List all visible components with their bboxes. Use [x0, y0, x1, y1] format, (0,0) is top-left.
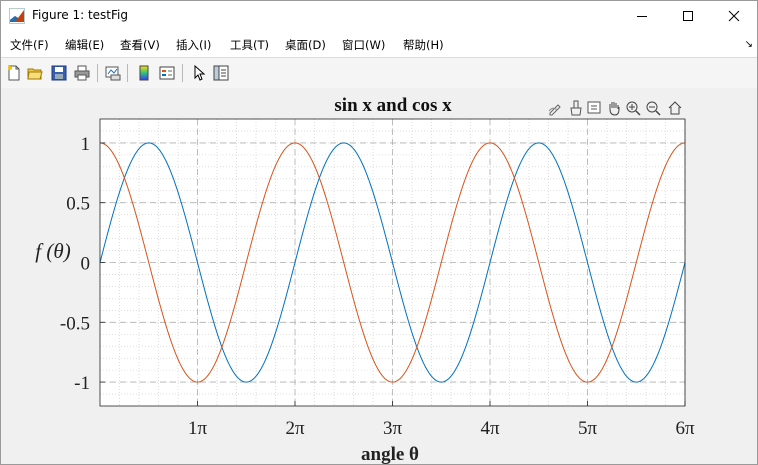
- link-plot-icon[interactable]: [103, 63, 123, 83]
- save-icon[interactable]: [49, 63, 69, 83]
- x-tick-label: 5π: [578, 418, 598, 439]
- sin-series-line: [99, 142, 686, 383]
- y-tick-label: -1: [74, 373, 90, 394]
- close-button[interactable]: [711, 1, 757, 31]
- menu-file[interactable]: 文件(F): [10, 38, 49, 52]
- maximize-icon: [683, 11, 693, 21]
- menu-bar: 文件(F) 编辑(E) 查看(V) 插入(I) 工具(T) 桌面(D) 窗口(W…: [1, 31, 757, 57]
- legend-icon[interactable]: [157, 63, 177, 83]
- new-figure-icon[interactable]: [4, 63, 24, 83]
- matlab-icon: [9, 8, 25, 24]
- figure-toolbar: [1, 57, 757, 89]
- close-icon: [728, 10, 740, 22]
- menu-desktop[interactable]: 桌面(D): [285, 38, 326, 52]
- menu-overflow-icon[interactable]: ↘: [744, 39, 753, 50]
- menu-edit[interactable]: 编辑(E): [65, 38, 105, 52]
- colorbar-icon[interactable]: [134, 63, 154, 83]
- brush-icon[interactable]: [567, 99, 585, 117]
- y-tick-label: 0: [81, 254, 91, 275]
- y-tick-label: -0.5: [60, 313, 90, 334]
- pointer-icon[interactable]: [189, 63, 209, 83]
- x-tick-label: 3π: [383, 418, 403, 439]
- minimize-icon: [637, 16, 647, 17]
- zoom-out-icon[interactable]: [644, 99, 662, 117]
- menu-tools[interactable]: 工具(T): [230, 38, 269, 52]
- maximize-button[interactable]: [665, 1, 711, 31]
- minimize-button[interactable]: [619, 1, 665, 31]
- open-file-icon[interactable]: [25, 63, 45, 83]
- toolbar-separator: [182, 64, 183, 82]
- x-tick-label: 2π: [285, 418, 305, 439]
- x-tick-label: 4π: [480, 418, 500, 439]
- menu-insert[interactable]: 插入(I): [176, 38, 212, 52]
- property-inspector-icon[interactable]: [211, 63, 231, 83]
- y-tick-label: 1: [81, 134, 91, 155]
- menu-help[interactable]: 帮助(H): [403, 38, 444, 52]
- pan-icon[interactable]: [605, 99, 623, 117]
- title-bar[interactable]: Figure 1: testFig: [1, 1, 757, 31]
- x-tick-label: 6π: [675, 418, 695, 439]
- x-tick-label: 1π: [188, 418, 208, 439]
- data-tips-icon[interactable]: [585, 99, 603, 117]
- toolbar-separator: [127, 64, 128, 82]
- x-axis-label: angle θ: [361, 444, 419, 464]
- toolbar-separator: [97, 64, 98, 82]
- menu-window[interactable]: 窗口(W): [342, 38, 386, 52]
- series-group: [99, 142, 686, 383]
- menu-view[interactable]: 查看(V): [120, 38, 160, 52]
- y-axis-label: f (θ): [35, 239, 70, 263]
- chart-title: sin x and cos x: [334, 95, 452, 116]
- y-tick-label: 0.5: [66, 194, 90, 215]
- zoom-in-icon[interactable]: [624, 99, 642, 117]
- cos-series-line: [99, 142, 686, 383]
- window-title: Figure 1: testFig: [32, 8, 128, 22]
- edit-plot-icon[interactable]: [547, 99, 565, 117]
- ticks: 1π 2π 3π 4π 5π 6π -1 -0.5 0 0.5 1: [60, 134, 695, 439]
- restore-view-icon[interactable]: [666, 99, 684, 117]
- print-icon[interactable]: [72, 63, 92, 83]
